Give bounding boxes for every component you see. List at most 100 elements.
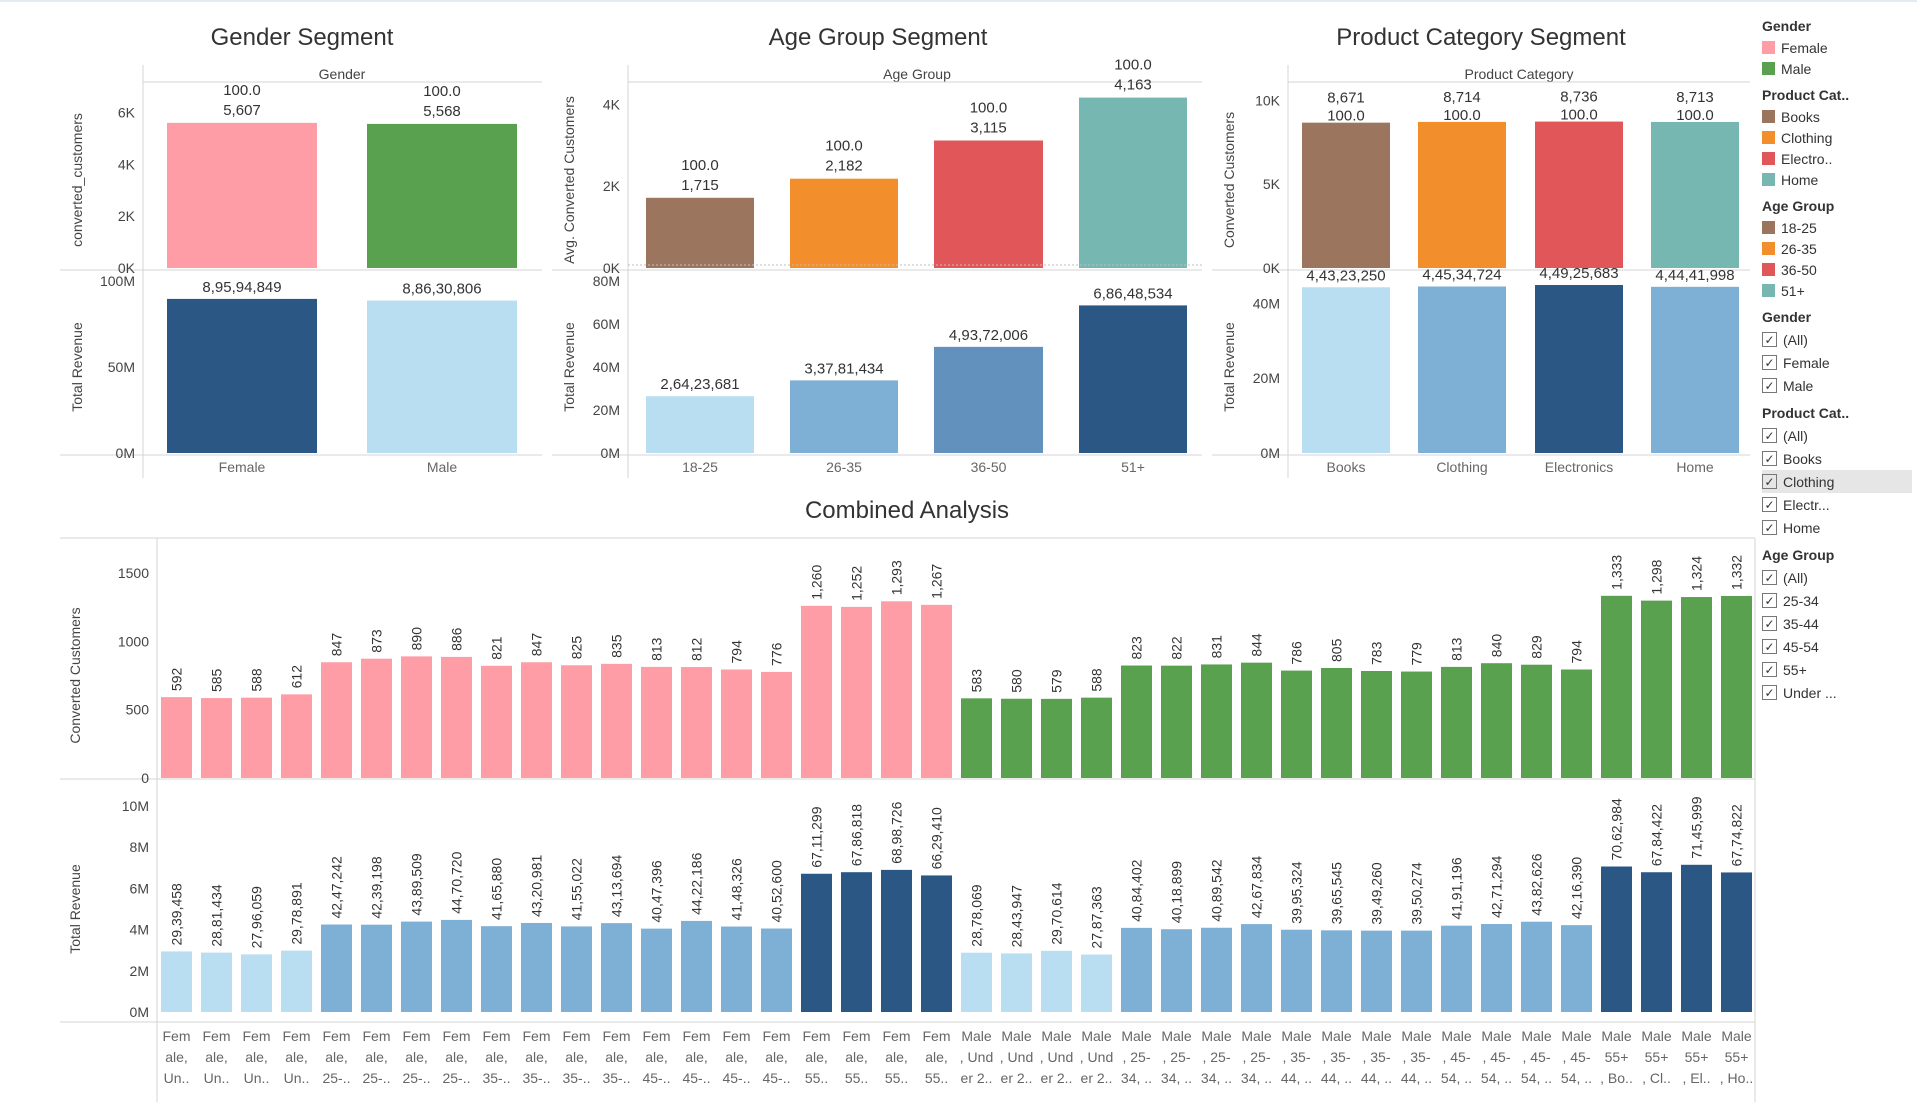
checkbox-checked-icon[interactable]: ✓ — [1762, 685, 1777, 700]
x-tick-label: 26-35 — [826, 459, 862, 475]
bar — [761, 671, 792, 778]
checkbox-checked-icon[interactable]: ✓ — [1762, 520, 1777, 535]
bar — [1481, 663, 1512, 778]
data-label: 829 — [1529, 635, 1545, 659]
filter-option-label: Home — [1783, 519, 1821, 536]
data-label: 4,49,25,683 — [1539, 265, 1618, 282]
bar — [561, 926, 592, 1012]
checkbox-checked-icon[interactable]: ✓ — [1762, 639, 1777, 654]
legend-item[interactable]: Female — [1762, 37, 1912, 58]
x-tick-label: , Und — [1040, 1049, 1073, 1065]
bar — [1041, 698, 1072, 778]
data-label: 40,47,396 — [649, 860, 665, 922]
data-label: 40,18,899 — [1169, 861, 1185, 923]
data-label: 588 — [249, 668, 265, 692]
bar — [721, 669, 752, 778]
bar — [241, 697, 272, 778]
x-tick-label: Fem — [563, 1028, 591, 1044]
data-label: 821 — [489, 636, 505, 660]
column-header: Age Group — [883, 66, 951, 82]
filter-option[interactable]: ✓ Male — [1762, 374, 1912, 397]
data-label: 42,71,294 — [1489, 856, 1505, 918]
bar — [1651, 121, 1739, 268]
bar — [841, 606, 872, 778]
bar — [961, 952, 992, 1012]
legend-item[interactable]: Electro.. — [1762, 148, 1912, 169]
x-tick-label: 45-.. — [642, 1070, 670, 1086]
data-label: 100.0 — [423, 83, 461, 100]
data-label: 783 — [1369, 641, 1385, 665]
data-label: 4,43,23,250 — [1306, 267, 1385, 284]
filter-option[interactable]: ✓ Books — [1762, 447, 1912, 470]
bar — [646, 197, 754, 268]
y-tick-label: 80M — [593, 273, 620, 289]
legend-item[interactable]: 51+ — [1762, 280, 1912, 301]
legend-age-group: 18-25 26-35 36-50 51+ — [1762, 217, 1912, 301]
y-tick-label: 4K — [603, 96, 621, 112]
y-tick-label: 8M — [130, 839, 149, 855]
filter-option[interactable]: ✓ 45-54 — [1762, 635, 1912, 658]
checkbox-checked-icon[interactable]: ✓ — [1762, 355, 1777, 370]
filter-option[interactable]: ✓ 25-34 — [1762, 589, 1912, 612]
filter-option[interactable]: ✓ (All) — [1762, 424, 1912, 447]
x-tick-label: Fem — [683, 1028, 711, 1044]
data-label: 847 — [329, 633, 345, 657]
legend-item[interactable]: 26-35 — [1762, 238, 1912, 259]
legend-label: Books — [1781, 108, 1820, 125]
bar — [1161, 929, 1192, 1012]
y-axis-label: Total Revenue — [67, 864, 83, 954]
checkbox-checked-icon[interactable]: ✓ — [1762, 593, 1777, 608]
filter-option[interactable]: ✓ (All) — [1762, 328, 1912, 351]
bar — [561, 665, 592, 778]
filter-option[interactable]: ✓ (All) — [1762, 566, 1912, 589]
checkbox-checked-icon[interactable]: ✓ — [1762, 616, 1777, 631]
filter-option-label: 25-34 — [1783, 592, 1819, 609]
filter-option[interactable]: ✓ 35-44 — [1762, 612, 1912, 635]
filter-option[interactable]: ✓ Female — [1762, 351, 1912, 374]
y-tick-label: 0M — [1261, 445, 1280, 461]
x-tick-label: , El.. — [1682, 1070, 1710, 1086]
y-axis-label: converted_customers — [69, 113, 85, 247]
legend-item[interactable]: Home — [1762, 169, 1912, 190]
x-tick-label: Male — [1601, 1028, 1632, 1044]
y-tick-label: 20M — [593, 402, 620, 418]
x-tick-label: 51+ — [1121, 459, 1145, 475]
bar — [1561, 925, 1592, 1012]
bar — [201, 698, 232, 778]
bar — [441, 656, 472, 778]
data-label: 67,86,818 — [849, 804, 865, 866]
checkbox-checked-icon[interactable]: ✓ — [1762, 474, 1777, 489]
x-tick-label: Male — [1681, 1028, 1712, 1044]
x-tick-label: Male — [1361, 1028, 1392, 1044]
filter-option[interactable]: ✓ Electr... — [1762, 493, 1912, 516]
data-label: 805 — [1329, 638, 1345, 662]
legend-item[interactable]: Male — [1762, 58, 1912, 79]
y-axis-label: Total Revenue — [69, 322, 85, 412]
checkbox-checked-icon[interactable]: ✓ — [1762, 332, 1777, 347]
checkbox-checked-icon[interactable]: ✓ — [1762, 378, 1777, 393]
x-tick-label: Electronics — [1545, 459, 1613, 475]
bar — [1641, 872, 1672, 1012]
legend-item[interactable]: 18-25 — [1762, 217, 1912, 238]
checkbox-checked-icon[interactable]: ✓ — [1762, 497, 1777, 512]
filter-option[interactable]: ✓ Under ... — [1762, 681, 1912, 704]
legend-item[interactable]: Books — [1762, 106, 1912, 127]
x-tick-label: ale, — [645, 1049, 668, 1065]
y-tick-label: 5K — [1263, 176, 1281, 192]
y-tick-label: 0K — [603, 260, 621, 276]
legend-item[interactable]: 36-50 — [1762, 259, 1912, 280]
y-tick-label: 40M — [593, 359, 620, 375]
filter-option[interactable]: ✓ 55+ — [1762, 658, 1912, 681]
x-tick-label: Fem — [443, 1028, 471, 1044]
filter-option[interactable]: ✓ Clothing — [1762, 470, 1912, 493]
legend-label: 51+ — [1781, 282, 1805, 299]
checkbox-checked-icon[interactable]: ✓ — [1762, 570, 1777, 585]
legend-gender-title: Gender — [1762, 18, 1812, 34]
legend-item[interactable]: Clothing — [1762, 127, 1912, 148]
legend-label: 26-35 — [1781, 240, 1817, 257]
checkbox-checked-icon[interactable]: ✓ — [1762, 428, 1777, 443]
checkbox-checked-icon[interactable]: ✓ — [1762, 451, 1777, 466]
legend-label: Electro.. — [1781, 150, 1833, 167]
checkbox-checked-icon[interactable]: ✓ — [1762, 662, 1777, 677]
filter-option[interactable]: ✓ Home — [1762, 516, 1912, 539]
